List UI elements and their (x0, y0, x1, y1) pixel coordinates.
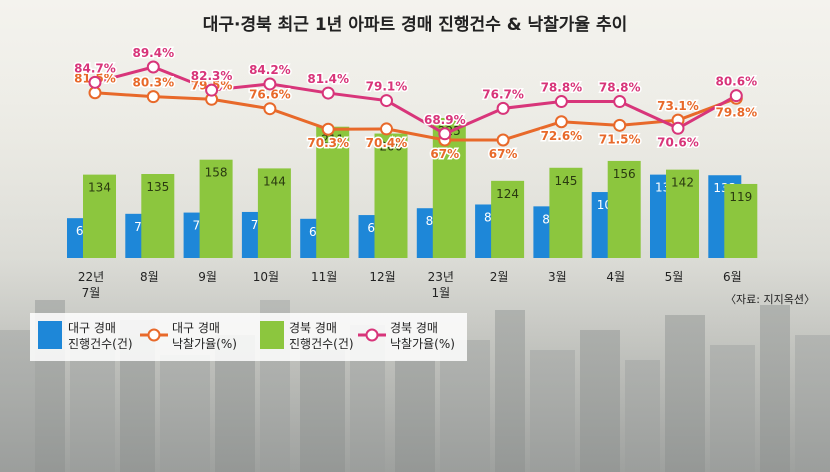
gyeongbuk-rate-label: 84.7% (74, 61, 116, 75)
legend-label-daegu-count: 대구 경매 진행건수(건) (68, 321, 133, 351)
gyeongbuk-bar-label: 211 (321, 133, 344, 147)
x-tick-label: 12월 (369, 270, 395, 284)
daegu-rate-point (146, 90, 160, 104)
daegu-rate-label: 73.1% (657, 99, 699, 113)
daegu-rate-point (380, 122, 393, 136)
daegu-rate-point (613, 118, 627, 132)
legend-swatch-daegu-count (38, 321, 62, 349)
daegu-rate-label: 67% (430, 147, 459, 161)
gyeongbuk-rate-point (205, 83, 219, 97)
legend-item-daegu-count: 대구 경매 진행건수(건) (38, 321, 133, 351)
gyeongbuk-bar-label: 145 (554, 174, 577, 188)
daegu-rate-label: 71.5% (599, 132, 641, 146)
x-tick-label: 6월 (723, 270, 742, 284)
gyeongbuk-rate-point (554, 95, 568, 109)
legend-box (30, 313, 467, 361)
x-tick-label: 22년 7월 (78, 270, 104, 300)
daegu-rate-label: 80.3% (132, 76, 174, 90)
gyeongbuk-rate-label: 78.8% (541, 81, 583, 95)
gyeongbuk-bar-label: 134 (88, 181, 111, 195)
gyeongbuk-bar (666, 169, 699, 258)
gyeongbuk-rate-point (146, 60, 160, 74)
gyeongbuk-rate-label: 68.9% (424, 113, 466, 127)
x-tick-label: 8월 (140, 270, 159, 284)
gyeongbuk-bar-label: 119 (729, 190, 752, 204)
daegu-rate-line (94, 91, 737, 142)
x-tick-label: 11월 (311, 270, 337, 284)
gyeongbuk-bar-label: 124 (496, 187, 519, 201)
daegu-rate-label: 76.6% (249, 88, 291, 102)
legend-item-daegu-rate: 대구 경매 낙찰가율(%) (140, 321, 237, 351)
x-tick-label: 10월 (253, 270, 279, 284)
x-tick-label: 9월 (198, 270, 217, 284)
gyeongbuk-bar-label: 144 (263, 174, 286, 188)
legend-label-daegu-rate: 대구 경매 낙찰가율(%) (172, 321, 237, 351)
x-tick-label: 3월 (548, 270, 567, 284)
chart-title: 대구·경북 최근 1년 아파트 경매 진행건수 & 낙찰가율 추이 (203, 15, 628, 35)
gyeongbuk-bar-label: 158 (205, 166, 228, 180)
gyeongbuk-bar-label: 200 (380, 140, 403, 154)
legend-swatch-gb-count (260, 321, 284, 349)
legend-label-gb-rate: 경북 경매 낙찰가율(%) (390, 321, 455, 351)
gyeongbuk-rate-label: 76.7% (482, 87, 524, 101)
gyeongbuk-rate-label: 80.6% (715, 75, 757, 89)
gyeongbuk-rate-label: 79.1% (366, 80, 408, 94)
x-tick-label: 23년 1월 (428, 270, 454, 300)
gyeongbuk-rate-point (321, 86, 335, 100)
gyeongbuk-bar (141, 174, 175, 258)
legend-marker-daegu-rate (147, 328, 161, 342)
gyeongbuk-bar (549, 167, 583, 258)
daegu-rate-label: 79.8% (715, 105, 757, 119)
daegu-rate-point (88, 86, 102, 100)
gyeongbuk-rate-point (263, 77, 277, 91)
daegu-rate-point (496, 133, 510, 147)
x-tick-label: 4월 (606, 270, 625, 284)
daegu-rate-point (321, 122, 335, 136)
gyeongbuk-rate-point (88, 75, 102, 89)
gyeongbuk-bar (491, 180, 525, 258)
gyeongbuk-bar (607, 160, 641, 258)
gyeongbuk-rate-point (729, 89, 743, 103)
gyeongbuk-bar (257, 168, 291, 258)
gyeongbuk-rate-point (496, 101, 510, 115)
gyeongbuk-bar-label: 142 (671, 176, 694, 190)
gyeongbuk-rate-label: 82.3% (191, 69, 233, 83)
gyeongbuk-rate-label: 70.6% (657, 135, 699, 149)
gyeongbuk-bar (83, 174, 116, 258)
daegu-rate-point (554, 115, 568, 129)
daegu-rate-label: 72.6% (541, 129, 583, 143)
daegu-rate-label: 70.4% (366, 136, 408, 150)
x-axis: 22년 7월 8월 9월 10월 11월 12월 23년 1월 2월 3월 4월 5월 6월 (78, 270, 742, 300)
daegu-rate-label: 67% (489, 147, 518, 161)
gyeongbuk-bar (724, 183, 758, 258)
x-tick-label: 2월 (490, 270, 509, 284)
legend: 대구 경매 진행건수(건) 대구 경매 낙찰가율(%) 경북 경매 진행건수(건) 경… (30, 313, 467, 361)
gyeongbuk-rate-label: 89.4% (132, 46, 174, 60)
gyeongbuk-bar (316, 126, 350, 258)
gyeongbuk-bar-label: 135 (146, 180, 169, 194)
gyeongbuk-bar (199, 159, 233, 258)
line-series: 81.5%80.3%79.5%76.6%70.3%70.4%67%67%72.6… (73, 45, 759, 163)
gyeongbuk-rate-label: 84.2% (249, 63, 291, 77)
source-note: 〈자료: 지지옥션〉 (725, 293, 815, 306)
daegu-rate-label: 70.3% (307, 136, 349, 150)
gyeongbuk-rate-point (438, 127, 452, 141)
gyeongbuk-bar (374, 133, 408, 258)
gyeongbuk-rate-label: 78.8% (599, 81, 641, 95)
legend-item-gb-count: 경북 경매 진행건수(건) (260, 321, 354, 351)
gyeongbuk-bar-label: 156 (613, 167, 636, 181)
gyeongbuk-rate-label: 81.4% (307, 72, 349, 86)
gyeongbuk-rate-point (671, 121, 685, 135)
gyeongbuk-rate-point (380, 94, 393, 108)
legend-marker-gb-rate (365, 328, 379, 342)
gyeongbuk-rate-line (94, 65, 738, 136)
gyeongbuk-rate-point (613, 95, 627, 109)
legend-label-gb-count: 경북 경매 진행건수(건) (289, 321, 354, 351)
x-tick-label: 5월 (665, 270, 684, 284)
daegu-rate-point (263, 102, 277, 116)
legend-item-gb-rate: 경북 경매 낙찰가율(%) (358, 321, 455, 351)
